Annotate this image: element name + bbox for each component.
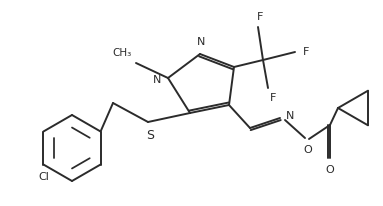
Text: S: S (146, 129, 154, 142)
Text: F: F (257, 12, 263, 22)
Text: F: F (303, 47, 309, 57)
Text: O: O (304, 145, 313, 155)
Text: N: N (152, 75, 161, 85)
Text: Cl: Cl (38, 172, 49, 183)
Text: CH₃: CH₃ (113, 48, 132, 58)
Text: N: N (197, 37, 205, 47)
Text: F: F (270, 93, 276, 103)
Text: O: O (326, 165, 334, 175)
Text: N: N (286, 111, 295, 121)
